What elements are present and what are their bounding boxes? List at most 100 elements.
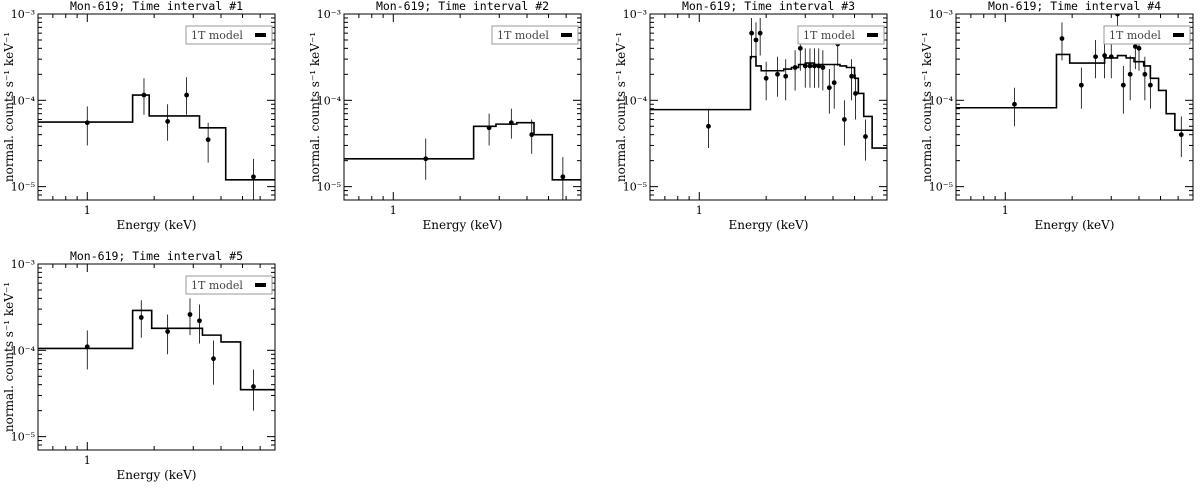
legend-swatch <box>255 283 266 287</box>
y-tick-label: 10⁻⁵ <box>11 431 35 444</box>
plot-frame <box>649 13 888 201</box>
data-point <box>763 75 769 81</box>
y-tick-label: 10⁻³ <box>11 258 35 271</box>
y-axis-label: normal. counts s⁻¹ keV⁻¹ <box>614 32 628 182</box>
plot-area <box>650 17 887 161</box>
legend-swatch <box>867 33 878 37</box>
data-point <box>706 123 711 129</box>
plot-area <box>38 298 275 411</box>
data-point <box>251 174 256 180</box>
legend-swatch <box>255 33 266 37</box>
data-point <box>165 118 171 124</box>
y-axis-label: normal. counts s⁻¹ keV⁻¹ <box>308 32 322 182</box>
data-point <box>197 318 202 324</box>
plot-frame <box>37 263 276 451</box>
data-point <box>797 45 803 51</box>
plot-area <box>344 108 581 200</box>
data-point <box>1093 54 1098 60</box>
legend-box <box>1103 25 1191 45</box>
legend-box <box>185 275 273 295</box>
legend-label: 1T model <box>497 29 549 42</box>
y-tick-label: 10⁻⁴ <box>11 344 36 357</box>
legend-label: 1T model <box>1109 29 1161 42</box>
data-point <box>560 174 566 180</box>
y-axis-label: normal. counts s⁻¹ keV⁻¹ <box>920 32 934 182</box>
data-point <box>820 65 826 70</box>
chart-panel-2: Mon-619; Time interval #2 10⁻⁵ 10⁻⁴ 10⁻³ 1 En… <box>308 0 582 232</box>
chart-title: Mon-619; Time interval #2 <box>376 0 549 13</box>
legend-label: 1T model <box>803 29 855 42</box>
chart-title: Mon-619; Time interval #4 <box>988 0 1161 13</box>
data-point <box>816 63 822 69</box>
legend-swatch <box>1173 33 1184 37</box>
x-tick-label: 1 <box>1002 204 1009 217</box>
y-tick-label: 10⁻⁴ <box>11 94 36 107</box>
legend-box <box>491 25 579 45</box>
legend-box <box>797 25 885 45</box>
chart-title: Mon-619; Time interval #3 <box>682 0 855 13</box>
y-tick-label: 10⁻⁴ <box>929 94 954 107</box>
data-point <box>1147 82 1153 88</box>
x-axis-label: Energy (keV) <box>1034 218 1114 232</box>
data-point <box>486 125 492 131</box>
plot-frame <box>37 13 276 201</box>
data-point <box>1132 44 1138 49</box>
data-point <box>1078 82 1084 88</box>
data-point <box>1012 101 1017 107</box>
y-axis-label: normal. counts s⁻¹ keV⁻¹ <box>2 282 16 432</box>
data-point <box>205 137 211 143</box>
plot-area <box>38 77 275 200</box>
data-point <box>831 80 837 86</box>
data-point <box>753 37 759 43</box>
data-point <box>783 73 789 79</box>
chart-panel-3: Mon-619; Time interval #3 10⁻⁵ 10⁻⁴ 10⁻³ 1 En… <box>614 0 888 232</box>
data-point <box>1102 53 1108 58</box>
y-tick-label: 10⁻⁵ <box>317 181 341 194</box>
data-point <box>1178 132 1184 138</box>
y-tick-label: 10⁻⁵ <box>623 181 647 194</box>
data-point <box>841 117 847 122</box>
y-tick-label: 10⁻⁵ <box>929 181 953 194</box>
data-point <box>187 312 193 317</box>
data-point <box>749 30 754 36</box>
chart-title: Mon-619; Time interval #5 <box>70 249 243 263</box>
y-tick-label: 10⁻⁴ <box>623 94 648 107</box>
x-tick-label: 1 <box>390 204 397 217</box>
data-point <box>251 384 256 389</box>
data-point <box>184 92 190 98</box>
data-point <box>423 156 429 162</box>
data-point <box>775 71 780 77</box>
y-tick-label: 10⁻³ <box>317 8 341 21</box>
data-point <box>138 315 144 320</box>
data-point <box>812 63 817 69</box>
data-point <box>1136 45 1142 51</box>
data-point <box>1127 71 1133 77</box>
chart-panel-4: Mon-619; Time interval #4 10⁻⁵ 10⁻⁴ 10⁻³ 1 En… <box>920 0 1194 232</box>
x-tick-label: 1 <box>84 204 91 217</box>
x-tick-label: 1 <box>696 204 703 217</box>
legend-swatch <box>561 33 572 37</box>
chart-title: Mon-619; Time interval #1 <box>70 0 243 13</box>
data-point <box>1059 36 1065 41</box>
y-tick-label: 10⁻³ <box>929 8 953 21</box>
x-axis-label: Energy (keV) <box>422 218 502 232</box>
data-point <box>529 132 535 138</box>
data-point <box>165 329 171 334</box>
x-axis-label: Energy (keV) <box>116 468 196 482</box>
data-point <box>84 120 90 126</box>
data-point <box>826 85 832 91</box>
data-point <box>802 63 808 69</box>
data-point <box>141 92 147 98</box>
legend-label: 1T model <box>191 279 243 292</box>
y-tick-label: 10⁻³ <box>623 8 647 21</box>
data-point <box>508 120 514 126</box>
data-point <box>863 134 868 139</box>
data-point <box>792 65 798 70</box>
data-point <box>757 30 763 36</box>
y-axis-label: normal. counts s⁻¹ keV⁻¹ <box>2 32 16 182</box>
model-step-line <box>38 94 275 181</box>
data-point <box>807 63 813 69</box>
x-axis-label: Energy (keV) <box>728 218 808 232</box>
x-axis-label: Energy (keV) <box>116 218 196 232</box>
